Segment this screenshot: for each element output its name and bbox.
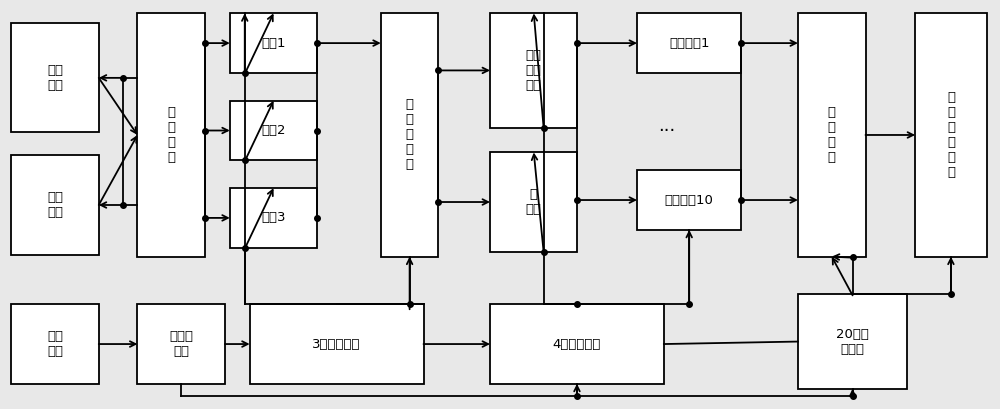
- Bar: [490, 153, 577, 252]
- Text: 时钟管
理器: 时钟管 理器: [169, 330, 193, 358]
- Bar: [637, 13, 741, 73]
- Bar: [11, 155, 99, 255]
- Bar: [798, 294, 907, 389]
- Bar: [11, 304, 99, 384]
- Bar: [11, 23, 99, 133]
- Text: 组
合
分
解: 组 合 分 解: [167, 106, 175, 164]
- Bar: [137, 13, 205, 256]
- Text: ···: ···: [658, 121, 675, 139]
- Bar: [137, 304, 225, 384]
- Text: 并
串
转
换: 并 串 转 换: [828, 106, 836, 164]
- Text: 数据1: 数据1: [261, 36, 286, 49]
- Text: 数据缓存1: 数据缓存1: [669, 36, 709, 49]
- Text: 数据缓存10: 数据缓存10: [665, 193, 714, 207]
- Bar: [230, 188, 317, 248]
- Text: 3倍采集时钟: 3倍采集时钟: [312, 337, 361, 351]
- Text: 同
步头: 同 步头: [526, 188, 542, 216]
- Bar: [250, 304, 424, 384]
- Bar: [798, 13, 866, 256]
- Text: 数据2: 数据2: [261, 124, 286, 137]
- Bar: [490, 304, 664, 384]
- Bar: [230, 101, 317, 160]
- Bar: [915, 13, 987, 256]
- Text: 端
口
同
步
输
出: 端 口 同 步 输 出: [947, 91, 955, 179]
- Text: 采集
时钟: 采集 时钟: [47, 330, 63, 358]
- Bar: [637, 170, 741, 230]
- Text: 数据3: 数据3: [261, 211, 286, 225]
- Bar: [230, 13, 317, 73]
- Text: 平衡
编码
数据: 平衡 编码 数据: [526, 49, 542, 92]
- Text: 20倍采
集时钟: 20倍采 集时钟: [836, 328, 869, 355]
- Text: 4倍采集时钟: 4倍采集时钟: [553, 337, 601, 351]
- Text: 映
射
查
找
表: 映 射 查 找 表: [406, 99, 414, 171]
- Text: 采集
数据: 采集 数据: [47, 64, 63, 92]
- Text: 状态
标志: 状态 标志: [47, 191, 63, 219]
- Bar: [490, 13, 577, 128]
- Bar: [381, 13, 438, 256]
